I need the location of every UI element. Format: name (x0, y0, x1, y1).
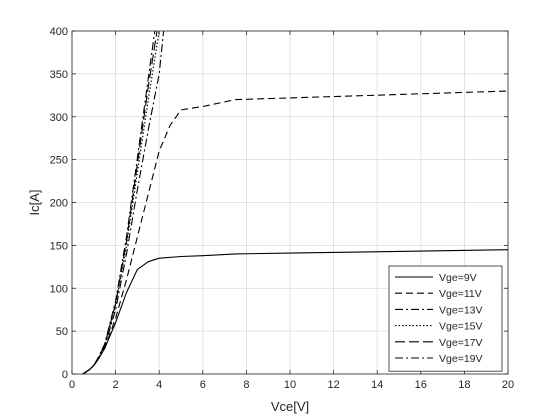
x-tick-label: 12 (327, 379, 339, 391)
ticks: 0 2 4 6 8 10 12 14 16 18 2005010015020025030035040… (50, 26, 514, 391)
y-tick-label: 250 (50, 155, 68, 167)
y-tick-label: 150 (50, 240, 68, 252)
x-tick-label: 14 (371, 379, 383, 391)
y-tick-label: 300 (50, 112, 68, 124)
y-tick-label: 400 (50, 26, 68, 38)
y-tick-label: 50 (56, 326, 68, 338)
x-tick-label: 16 (415, 379, 427, 391)
legend-label: Vge=13V (439, 304, 483, 316)
series-line-6 (82, 30, 156, 375)
y-axis-label: Ic[A] (27, 189, 42, 215)
x-tick-label: 10 (284, 379, 296, 391)
x-tick-label: 0 (69, 379, 75, 391)
series-layer (82, 30, 509, 375)
x-axis-label: Vce[V] (271, 399, 309, 414)
series-line-5 (82, 30, 158, 375)
y-tick-label: 350 (50, 69, 68, 81)
legend-label: Vge=9V (439, 272, 477, 284)
x-tick-label: 6 (200, 379, 206, 391)
legend: Vge=9V Vge=11V Vge=13V Vge=15V Vge=17V Vge=19… (388, 265, 503, 372)
x-tick-label: 18 (458, 379, 470, 391)
legend-label: Vge=11V (439, 288, 482, 300)
legend-label: Vge=19V (439, 353, 483, 365)
y-tick-label: 0 (62, 369, 68, 381)
x-tick-label: 8 (243, 379, 249, 391)
legend-label: Vge=17V (439, 337, 483, 349)
legend-box (388, 265, 503, 372)
x-tick-label: 20 (502, 379, 514, 391)
x-tick-label: 2 (113, 379, 119, 391)
y-tick-label: 200 (50, 198, 68, 210)
y-tick-label: 100 (50, 283, 68, 295)
x-tick-label: 4 (156, 379, 162, 391)
legend-label: Vge=15V (439, 321, 483, 333)
